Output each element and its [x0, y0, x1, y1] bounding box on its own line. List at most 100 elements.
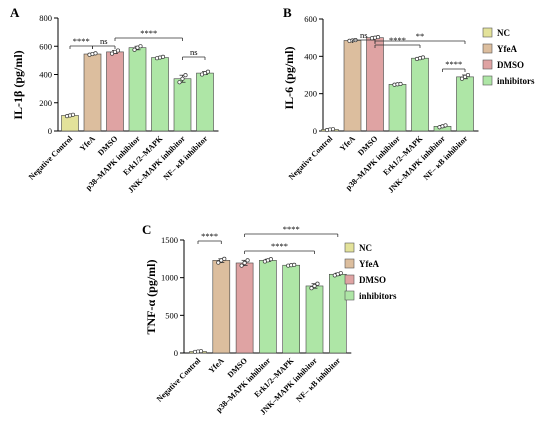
significance-label: **** — [201, 231, 218, 241]
data-point — [180, 76, 185, 81]
data-point — [420, 55, 426, 60]
category-label: YfeA — [207, 356, 226, 375]
bar — [411, 57, 429, 132]
data-point — [312, 283, 317, 289]
legend-swatch-yfea — [482, 43, 493, 54]
data-point — [198, 349, 204, 354]
legend-label-yfea: YfeA — [359, 259, 379, 269]
y-tick-label: 500 — [165, 310, 178, 320]
data-point — [138, 44, 143, 49]
data-point — [330, 127, 336, 132]
bar — [259, 260, 277, 354]
data-point — [338, 271, 343, 276]
data-point — [309, 286, 314, 291]
y-tick-label: 0 — [174, 348, 178, 358]
bar — [212, 260, 231, 354]
y-axis-label-c: TNF-α (pg/ml) — [144, 259, 158, 334]
y-tick-label: 600 — [304, 14, 317, 24]
legend-label-inhibitors: inhibitors — [359, 291, 397, 301]
data-point — [109, 51, 115, 56]
bar — [366, 37, 384, 132]
data-point — [465, 72, 471, 78]
y-axis-label-a: IL-1β (pg/ml) — [11, 50, 25, 119]
category-label: YfeA — [338, 134, 357, 153]
data-point — [132, 47, 137, 52]
bar — [328, 273, 347, 354]
data-point — [160, 54, 166, 59]
legend-top: NC YfeA DMSO inhibitors — [482, 27, 535, 86]
y-tick-label: 1500 — [161, 235, 178, 245]
y-tick-label: 400 — [304, 51, 317, 61]
data-point — [70, 112, 76, 117]
significance-label: ** — [416, 31, 425, 41]
data-point — [183, 73, 188, 78]
y-tick-label: 200 — [39, 98, 52, 108]
bar — [151, 57, 169, 132]
data-point — [242, 260, 247, 266]
legend-swatch-yfea — [344, 258, 355, 269]
legend-swatch-inhibitors — [344, 290, 355, 301]
bar — [83, 53, 102, 132]
significance-label: ns — [100, 36, 108, 46]
bar — [196, 72, 214, 132]
data-point — [459, 76, 465, 81]
legend-swatch-inhibitors — [482, 75, 493, 86]
bar — [282, 264, 301, 354]
bar — [128, 47, 147, 132]
bar — [343, 40, 362, 132]
significance-label: **** — [271, 241, 288, 251]
legend-swatch-nc — [482, 27, 493, 38]
panel-label-a: A — [10, 5, 20, 20]
data-point — [115, 48, 121, 53]
data-point — [268, 257, 273, 262]
significance-label: **** — [389, 35, 406, 45]
bar — [305, 285, 324, 354]
data-point — [239, 263, 244, 268]
data-point — [205, 69, 211, 74]
y-tick-label: 600 — [39, 41, 52, 51]
legend-bottom: NC YfeA DMSO inhibitors — [344, 242, 397, 301]
data-point — [443, 123, 448, 128]
significance-label: ns — [190, 47, 198, 57]
legend-label-nc: NC — [497, 28, 510, 38]
y-tick-label: 800 — [39, 13, 52, 23]
category-label: Negative Control — [27, 134, 75, 182]
legend-label-yfea: YfeA — [497, 44, 517, 54]
legend-label-inhibitors: inhibitors — [497, 76, 535, 86]
data-point — [315, 281, 320, 286]
panel-label-c: C — [142, 222, 151, 237]
significance-label: ns — [360, 30, 368, 40]
legend-swatch-nc — [344, 242, 355, 253]
significance-label: **** — [283, 224, 300, 234]
bar — [456, 76, 474, 132]
y-tick-label: 1000 — [161, 273, 178, 283]
data-point — [245, 258, 250, 263]
data-point — [216, 260, 221, 265]
y-axis-label-b: IL-6 (pg/ml) — [282, 46, 296, 109]
significance-label: **** — [140, 28, 157, 38]
panel-label-b: B — [283, 5, 292, 20]
significance-label: **** — [73, 36, 90, 46]
bar — [235, 262, 254, 354]
y-tick-label: 0 — [313, 126, 317, 136]
legend-swatch-dmso — [482, 59, 493, 70]
bar — [173, 78, 192, 132]
data-point — [375, 35, 381, 40]
data-point — [398, 81, 403, 87]
data-point — [462, 74, 468, 79]
category-label: Negative Control — [287, 134, 335, 182]
category-label: NF– κB inhibitor — [294, 356, 342, 404]
legend-swatch-dmso — [344, 274, 355, 285]
bar — [61, 115, 79, 132]
y-tick-label: 0 — [48, 126, 52, 136]
data-point — [222, 256, 227, 261]
bar — [388, 84, 407, 132]
legend-label-nc: NC — [359, 243, 372, 253]
data-point — [93, 51, 98, 56]
category-label: YfeA — [78, 134, 97, 153]
